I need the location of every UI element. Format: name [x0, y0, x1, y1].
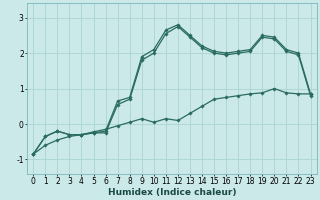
- X-axis label: Humidex (Indice chaleur): Humidex (Indice chaleur): [108, 188, 236, 197]
